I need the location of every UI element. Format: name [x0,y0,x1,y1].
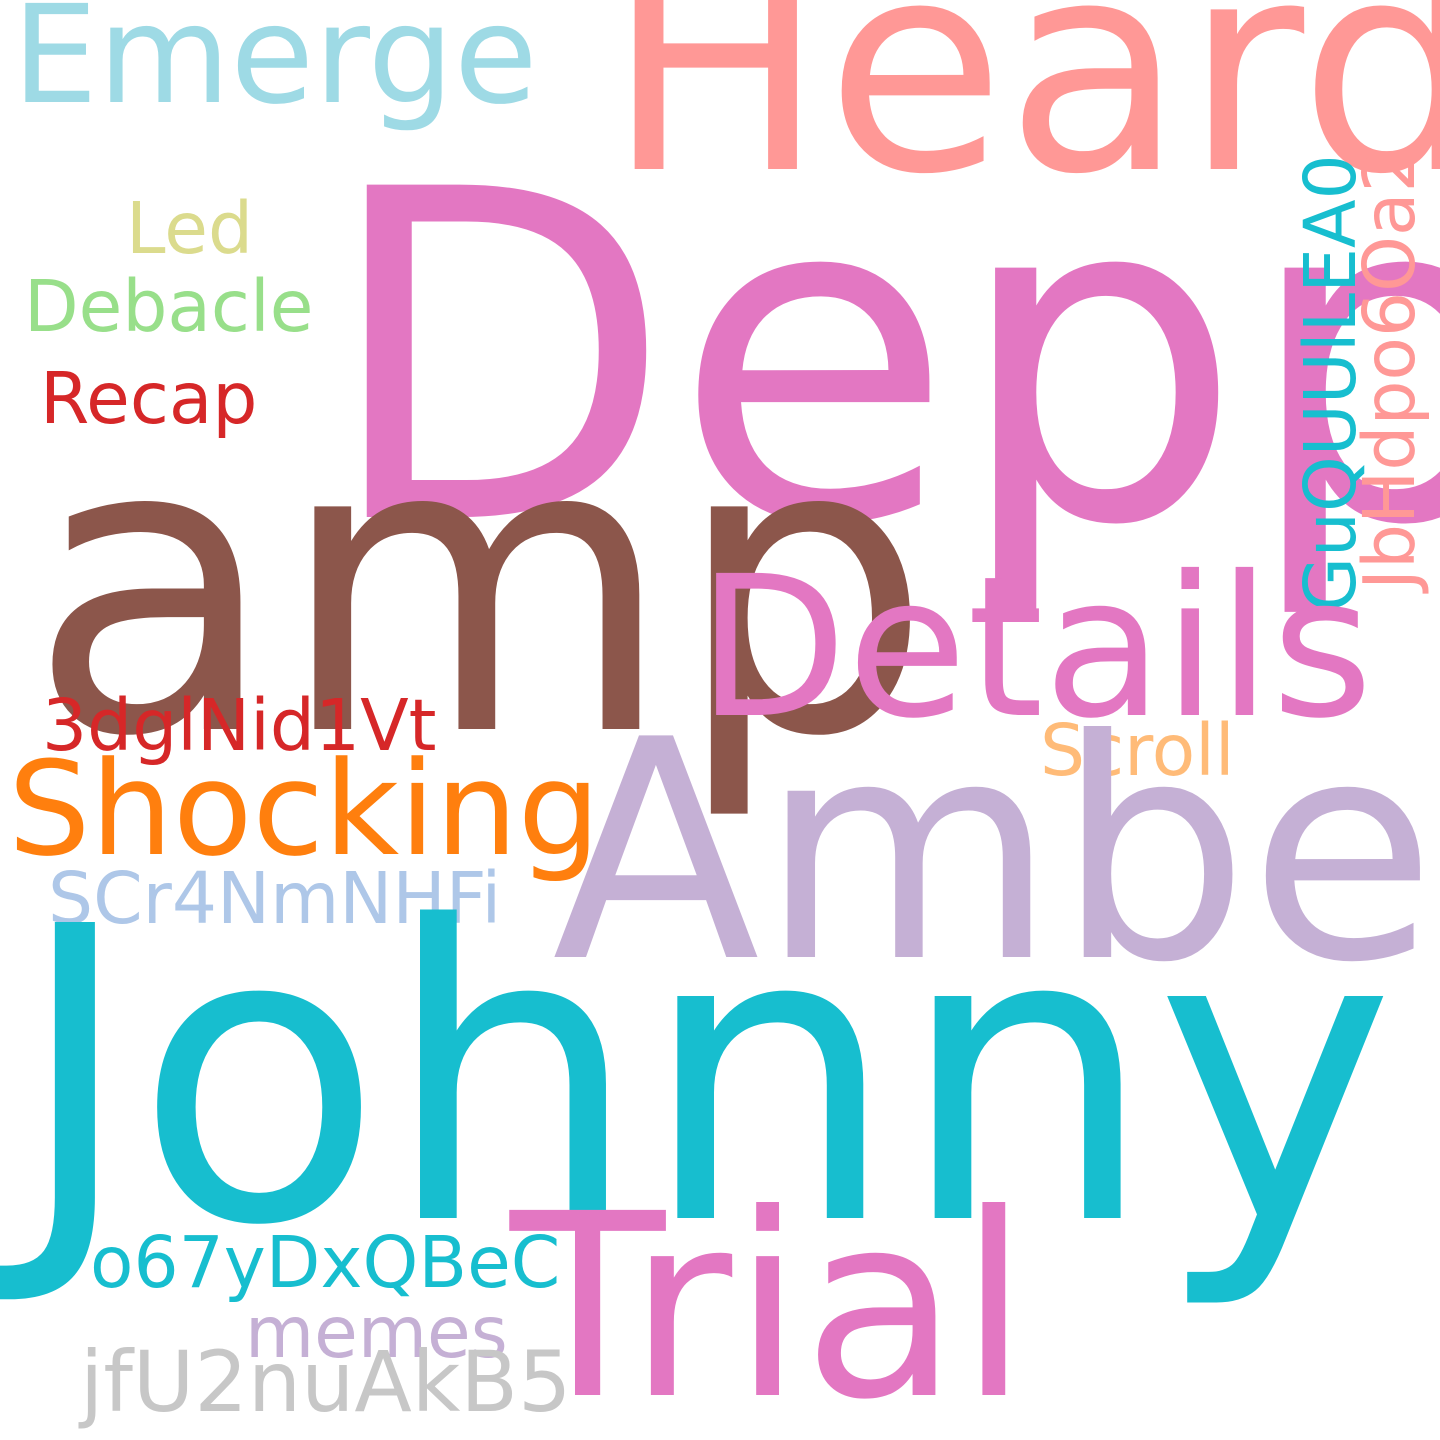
word-led: Led [126,187,254,270]
word-johnny: Johnny [15,841,1396,1314]
word-recap: Recap [40,357,258,440]
word-memes: memes [245,1291,508,1374]
word-scr4nmnhfi: SCr4NmNHFi [48,857,502,940]
word-heard: Heard [606,0,1440,238]
word-jbhdpo6oa2: JbHdpo6Oa2 [1348,147,1431,590]
word-shocking: Shocking [8,733,601,885]
word-trial: Trial [510,1159,1030,1440]
word-amber: Amber [552,675,1440,1029]
word-depp: Depp [322,94,1440,625]
word-scroll: Scroll [1040,709,1235,792]
word-jfu2nuakb5: jfU2nuAkB5 [80,1333,572,1431]
word-emerge: Emerge [12,0,538,135]
word-details: Details [697,534,1374,761]
word-3dglnid1vt: 3dglNid1Vt [42,684,437,767]
word-o67ydxqbec: o67yDxQBeC [90,1221,561,1304]
word-amp: amp [28,351,933,825]
word-debacle: Debacle [24,265,314,348]
